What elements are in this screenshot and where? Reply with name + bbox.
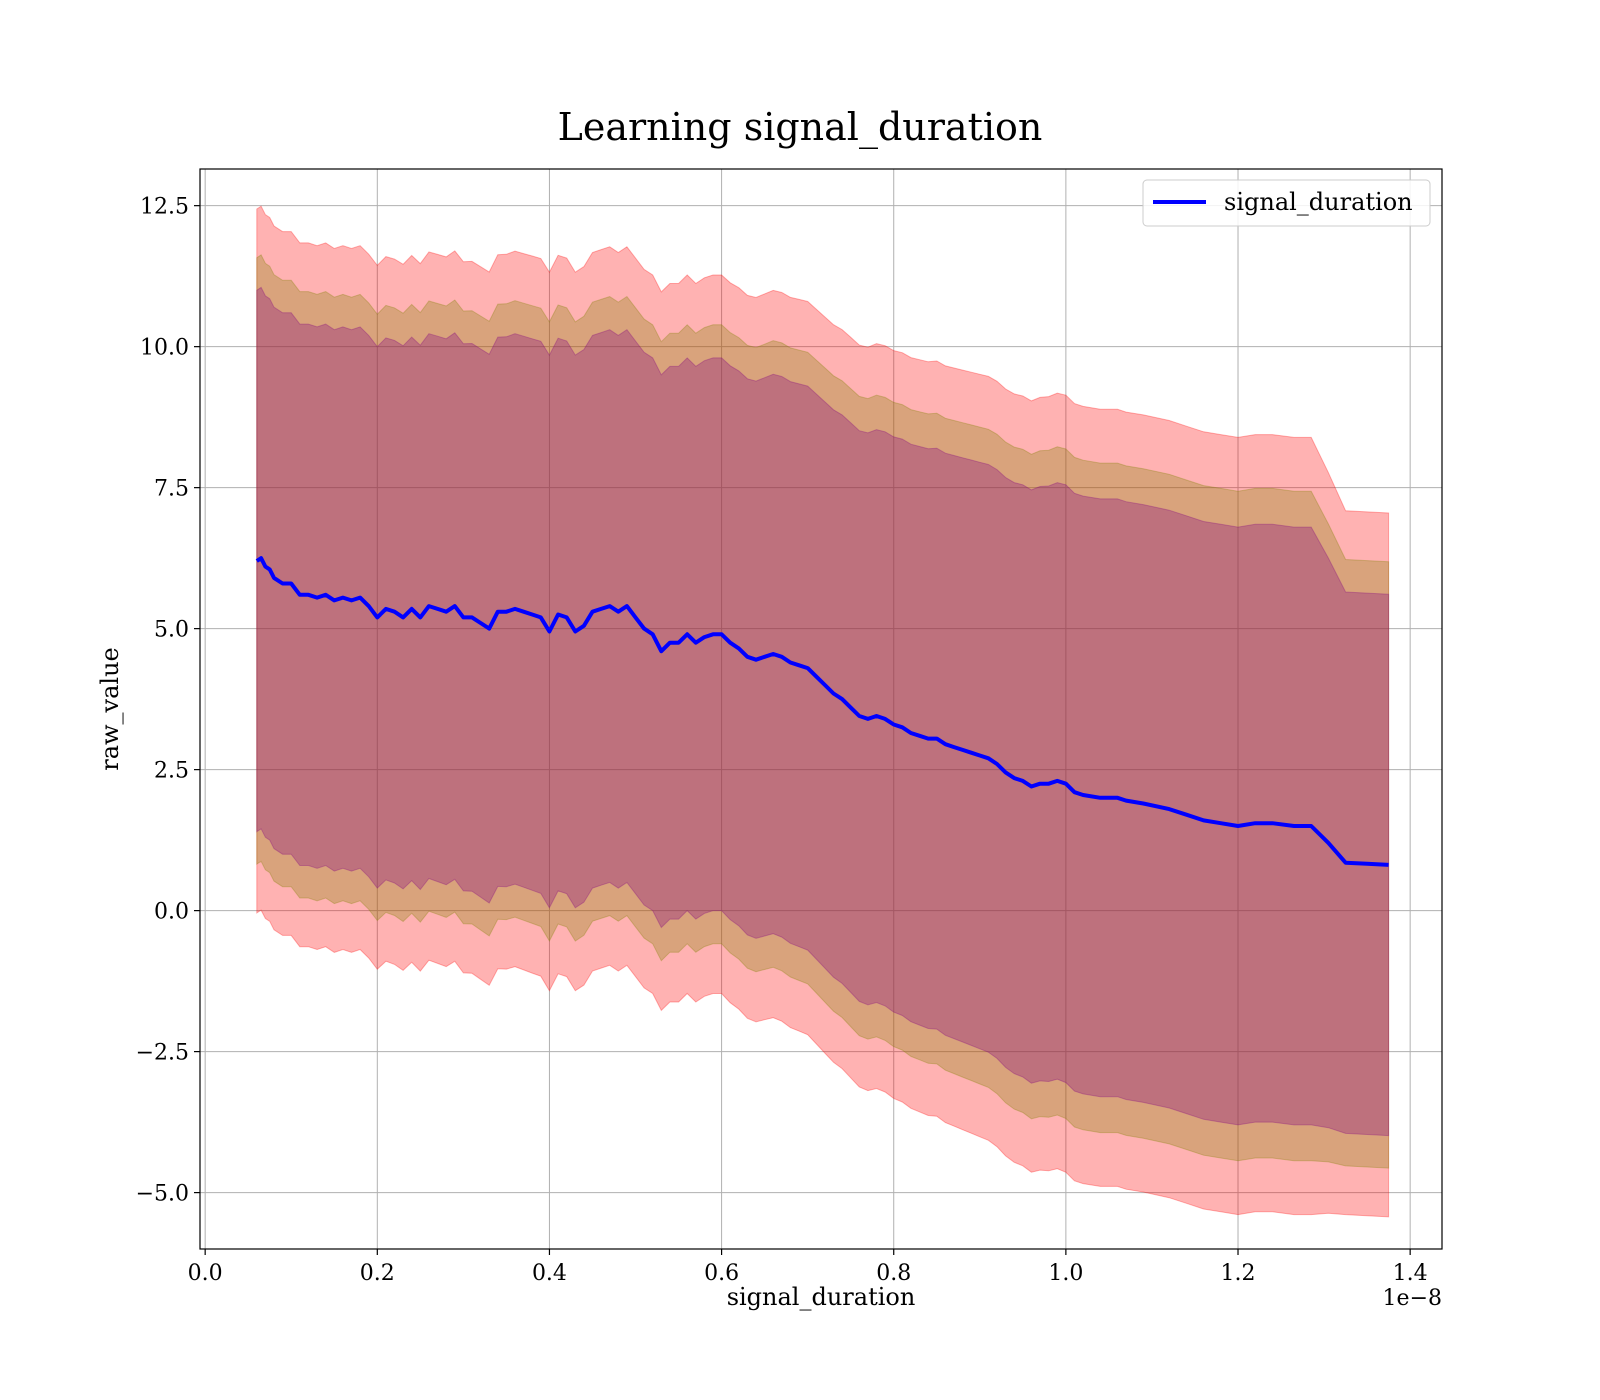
x-tick-label: 0.2 — [360, 1261, 395, 1286]
x-tick-label: 0.6 — [704, 1261, 739, 1286]
x-axis-label: signal_duration — [727, 1283, 916, 1311]
y-tick-label: 0.0 — [154, 900, 189, 925]
band-inner — [256, 286, 1390, 1137]
chart-title: Learning signal_duration — [558, 105, 1043, 150]
x-tick-label: 1.2 — [1221, 1261, 1256, 1286]
legend-box — [1142, 179, 1431, 227]
legend-label: signal_duration — [1224, 188, 1413, 216]
x-axis-ticks: 0.0 0.2 0.4 0.6 0.8 1.0 1.2 1.4 — [188, 1249, 1428, 1286]
y-tick-label: 2.5 — [154, 759, 189, 784]
y-tick-label: −5.0 — [136, 1182, 189, 1207]
plot-frame — [199, 168, 1443, 1250]
x-tick-label: 1.4 — [1393, 1261, 1428, 1286]
y-tick-label: −2.5 — [136, 1041, 189, 1066]
y-axis-ticks: −5.0 −2.5 0.0 2.5 5.0 7.5 10.0 12.5 — [136, 195, 200, 1207]
series-line-signal-duration — [255, 556, 1389, 867]
x-tick-label: 0.0 — [188, 1261, 223, 1286]
x-tick-label: 0.4 — [532, 1261, 567, 1286]
legend: signal_duration — [1142, 179, 1431, 227]
band-middle — [256, 254, 1390, 1169]
y-tick-label: 7.5 — [154, 477, 189, 502]
y-tick-label: 12.5 — [140, 195, 189, 220]
grid — [200, 169, 1442, 1249]
band-outer — [256, 205, 1390, 1218]
x-axis-offset-text: 1e−8 — [1383, 1286, 1442, 1311]
x-tick-label: 0.8 — [876, 1261, 911, 1286]
y-tick-label: 10.0 — [140, 336, 189, 361]
y-axis-label: raw_value — [96, 647, 124, 771]
series-lines — [255, 556, 1389, 867]
confidence-bands — [256, 205, 1390, 1218]
x-tick-label: 1.0 — [1048, 1261, 1083, 1286]
y-tick-label: 5.0 — [154, 618, 189, 643]
